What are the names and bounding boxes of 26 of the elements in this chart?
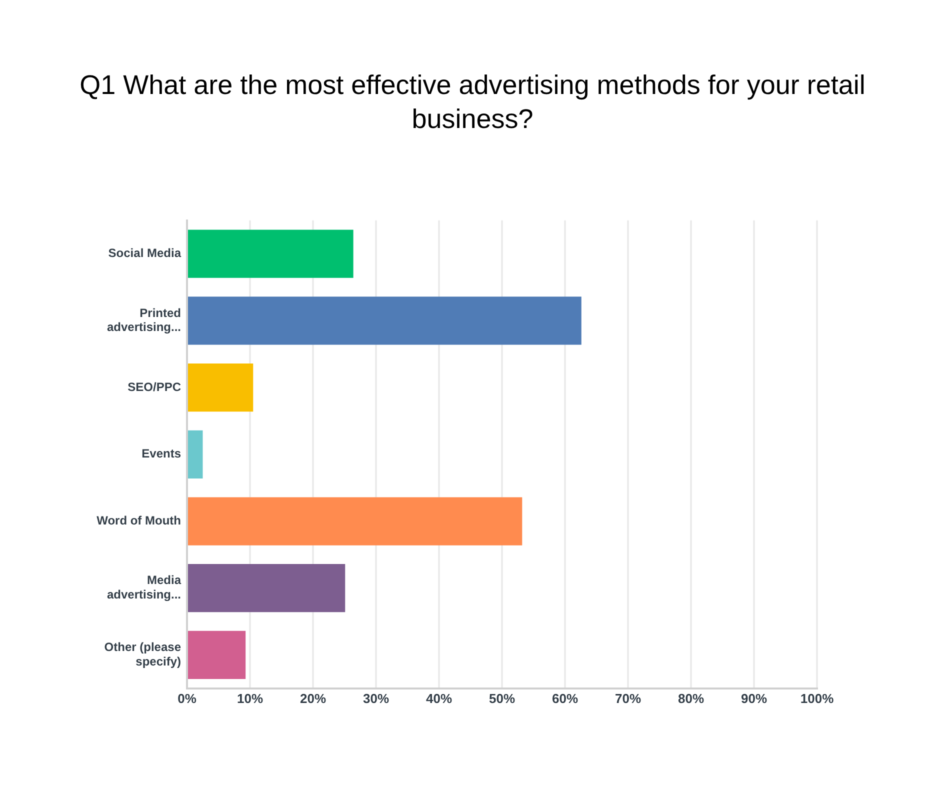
y-tick-label: SEO/PPC <box>128 380 182 394</box>
x-tick-label: 10% <box>236 690 264 706</box>
bar <box>188 497 522 546</box>
x-tick-label: 80% <box>678 690 704 706</box>
x-tick-label: 60% <box>552 690 578 706</box>
x-tick-label: 50% <box>488 690 516 706</box>
y-tick-label: Social Media <box>108 246 182 260</box>
x-tick-label: 70% <box>614 690 642 706</box>
y-tick-label: Events <box>142 446 182 461</box>
y-tick-label: Other (please specify) <box>104 640 182 668</box>
x-tick-label: 40% <box>426 690 452 706</box>
bar <box>188 430 203 478</box>
x-tick-label: 0% <box>178 690 197 706</box>
bar <box>188 564 346 612</box>
bar <box>188 296 582 345</box>
y-tick-label: Printed advertising... <box>106 306 181 334</box>
bar <box>188 230 354 278</box>
chart-title: Q1 What are the most effective advertising methods for your retail business? <box>78 69 866 136</box>
x-tick-label: 30% <box>362 690 390 706</box>
x-tick-label: 100% <box>800 690 834 706</box>
y-tick-label: Media advertising... <box>106 573 182 602</box>
y-tick-label: Word of Mouth <box>96 514 181 528</box>
bar <box>188 363 254 412</box>
bar <box>188 630 246 680</box>
x-tick-label: 20% <box>300 690 326 706</box>
x-tick-label: 90% <box>740 690 768 706</box>
